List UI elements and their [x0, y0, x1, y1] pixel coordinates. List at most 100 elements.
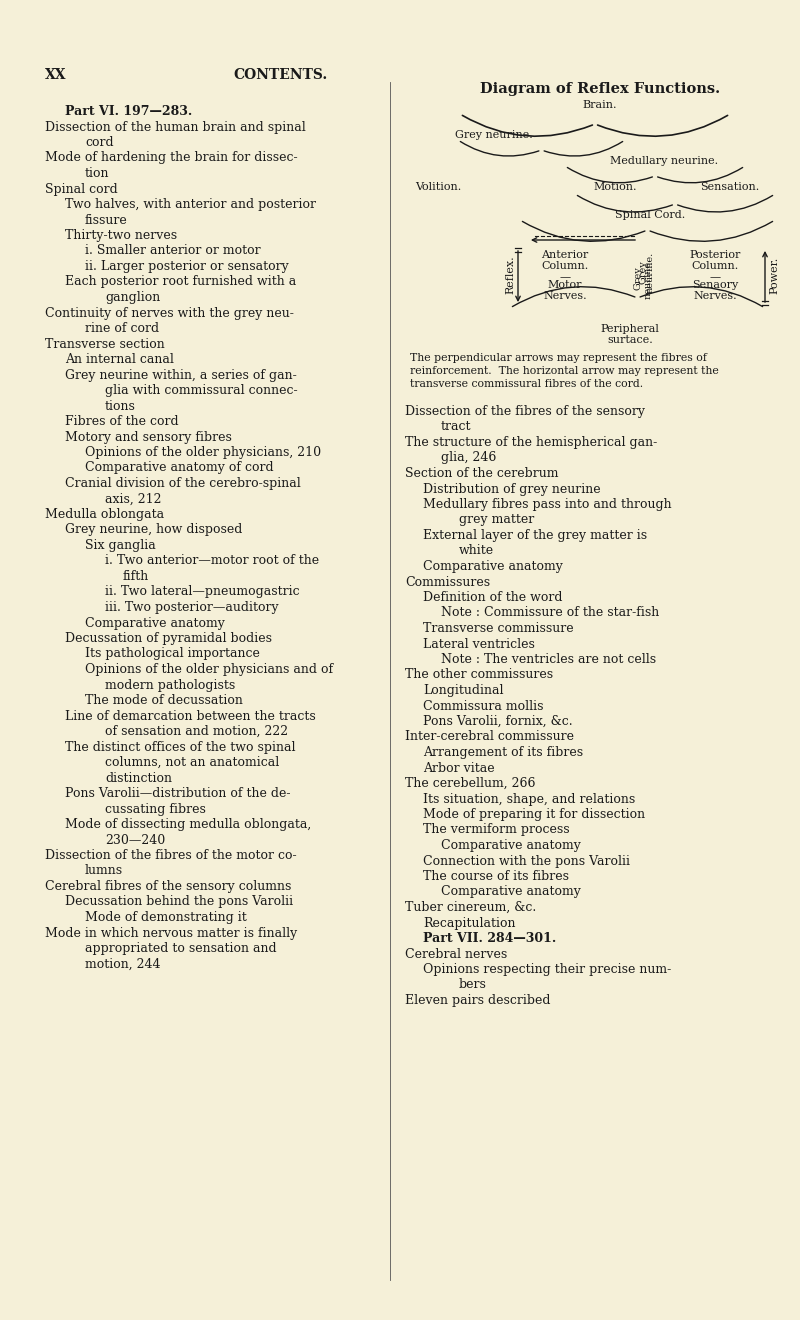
- Text: —: —: [710, 272, 721, 282]
- Text: Grey neurine within, a series of gan-: Grey neurine within, a series of gan-: [65, 368, 297, 381]
- Text: fissure: fissure: [85, 214, 128, 227]
- Text: Nerves.: Nerves.: [693, 290, 737, 301]
- Text: Arbor vitae: Arbor vitae: [423, 762, 494, 775]
- Text: —: —: [559, 272, 570, 282]
- Text: columns, not an anatomical: columns, not an anatomical: [105, 756, 279, 770]
- Text: The perpendicular arrows may represent the fibres of
reinforcement.  The horizon: The perpendicular arrows may represent t…: [410, 352, 718, 389]
- Text: Its situation, shape, and relations: Its situation, shape, and relations: [423, 792, 635, 805]
- Text: Posterior: Posterior: [690, 249, 741, 260]
- Text: Commissures: Commissures: [405, 576, 490, 589]
- Text: Six ganglia: Six ganglia: [85, 539, 156, 552]
- Text: Column.: Column.: [542, 261, 589, 271]
- Text: ii. Two lateral—pneumogastric: ii. Two lateral—pneumogastric: [105, 586, 300, 598]
- Text: Comparative anatomy: Comparative anatomy: [441, 886, 581, 899]
- Text: Pons Varolii, fornix, &c.: Pons Varolii, fornix, &c.: [423, 715, 573, 729]
- Text: Reflex.: Reflex.: [505, 256, 515, 294]
- Text: Transverse section: Transverse section: [45, 338, 165, 351]
- Text: The mode of decussation: The mode of decussation: [85, 694, 243, 708]
- Text: Opinions of the older physicians and of: Opinions of the older physicians and of: [85, 663, 333, 676]
- Text: Grey neurine.: Grey neurine.: [455, 129, 533, 140]
- Text: Part VI. 197—283.: Part VI. 197—283.: [65, 106, 192, 117]
- Text: tion: tion: [85, 168, 110, 180]
- Text: Part VII. 284—301.: Part VII. 284—301.: [423, 932, 556, 945]
- Text: The distinct offices of the two spinal: The distinct offices of the two spinal: [65, 741, 295, 754]
- Text: iii. Two posterior—auditory: iii. Two posterior—auditory: [105, 601, 278, 614]
- Text: Fibres of the cord: Fibres of the cord: [65, 414, 178, 428]
- Text: cord: cord: [85, 136, 114, 149]
- Text: motion, 244: motion, 244: [85, 957, 161, 970]
- Text: Opinions of the older physicians, 210: Opinions of the older physicians, 210: [85, 446, 321, 459]
- Text: fifth: fifth: [123, 570, 150, 583]
- Text: Its pathological importance: Its pathological importance: [85, 648, 260, 660]
- Text: Dissection of the fibres of the sensory: Dissection of the fibres of the sensory: [405, 405, 645, 418]
- Text: Two halves, with anterior and posterior: Two halves, with anterior and posterior: [65, 198, 316, 211]
- Text: Column.: Column.: [691, 261, 738, 271]
- Text: Definition of the word: Definition of the word: [423, 591, 562, 605]
- Text: Comparative anatomy: Comparative anatomy: [441, 840, 581, 851]
- Text: axis, 212: axis, 212: [105, 492, 162, 506]
- Text: bers: bers: [459, 978, 487, 991]
- Text: Cranial division of the cerebro-spinal: Cranial division of the cerebro-spinal: [65, 477, 301, 490]
- Text: Cerebral nerves: Cerebral nerves: [405, 948, 507, 961]
- Text: Sensation.: Sensation.: [700, 182, 760, 191]
- Text: Opinions respecting their precise num-: Opinions respecting their precise num-: [423, 964, 671, 975]
- Text: Lateral ventricles: Lateral ventricles: [423, 638, 535, 651]
- Text: Note : The ventricles are not cells: Note : The ventricles are not cells: [441, 653, 656, 667]
- Text: Nerves.: Nerves.: [543, 290, 587, 301]
- Text: Decussation of pyramidal bodies: Decussation of pyramidal bodies: [65, 632, 272, 645]
- Text: Comparative anatomy: Comparative anatomy: [423, 560, 563, 573]
- Text: Grey
neurine.: Grey neurine.: [634, 257, 653, 298]
- Text: lumns: lumns: [85, 865, 123, 878]
- Text: Medullary neurine.: Medullary neurine.: [610, 156, 718, 166]
- Text: Medulla oblongata: Medulla oblongata: [45, 508, 164, 521]
- Text: The vermiform process: The vermiform process: [423, 824, 570, 837]
- Text: distinction: distinction: [105, 771, 172, 784]
- Text: Pons Varolii—distribution of the de-: Pons Varolii—distribution of the de-: [65, 787, 290, 800]
- Text: Thirty-two nerves: Thirty-two nerves: [65, 228, 177, 242]
- Text: white: white: [459, 544, 494, 557]
- Text: Arrangement of its fibres: Arrangement of its fibres: [423, 746, 583, 759]
- Text: Motor: Motor: [548, 280, 582, 290]
- Text: Mode of demonstrating it: Mode of demonstrating it: [85, 911, 246, 924]
- Text: Motory and sensory fibres: Motory and sensory fibres: [65, 430, 232, 444]
- Text: The course of its fibres: The course of its fibres: [423, 870, 569, 883]
- Text: Motion.: Motion.: [594, 182, 637, 191]
- Text: Cerebral fibres of the sensory columns: Cerebral fibres of the sensory columns: [45, 880, 291, 894]
- Text: CONTENTS.: CONTENTS.: [233, 69, 327, 82]
- Text: Note : Commissure of the star-fish: Note : Commissure of the star-fish: [441, 606, 659, 619]
- Text: Inter-cerebral commissure: Inter-cerebral commissure: [405, 730, 574, 743]
- Text: Commissura mollis: Commissura mollis: [423, 700, 543, 713]
- Text: ganglion: ganglion: [105, 290, 160, 304]
- Text: glia with commissural connec-: glia with commissural connec-: [105, 384, 298, 397]
- Text: Medullary fibres pass into and through: Medullary fibres pass into and through: [423, 498, 672, 511]
- Text: i. Smaller anterior or motor: i. Smaller anterior or motor: [85, 244, 261, 257]
- Text: Mode in which nervous matter is finally: Mode in which nervous matter is finally: [45, 927, 298, 940]
- Text: An internal canal: An internal canal: [65, 352, 174, 366]
- Text: Eleven pairs described: Eleven pairs described: [405, 994, 550, 1007]
- Text: neurine.: neurine.: [646, 251, 654, 293]
- Text: Decussation behind the pons Varolii: Decussation behind the pons Varolii: [65, 895, 293, 908]
- Text: Grey: Grey: [638, 260, 647, 284]
- Text: Diagram of Reflex Functions.: Diagram of Reflex Functions.: [480, 82, 720, 96]
- Text: surtace.: surtace.: [607, 335, 653, 345]
- Text: Spinal cord: Spinal cord: [45, 182, 118, 195]
- Text: Power.: Power.: [769, 256, 779, 293]
- Text: appropriated to sensation and: appropriated to sensation and: [85, 942, 277, 954]
- Text: Senaory: Senaory: [692, 280, 738, 290]
- Text: The structure of the hemispherical gan-: The structure of the hemispherical gan-: [405, 436, 658, 449]
- Text: Transverse commissure: Transverse commissure: [423, 622, 574, 635]
- Text: Mode of hardening the brain for dissec-: Mode of hardening the brain for dissec-: [45, 152, 298, 165]
- Text: Mode of preparing it for dissection: Mode of preparing it for dissection: [423, 808, 645, 821]
- Text: ii. Larger posterior or sensatory: ii. Larger posterior or sensatory: [85, 260, 289, 273]
- Text: tions: tions: [105, 400, 136, 412]
- Text: Distribution of grey neurine: Distribution of grey neurine: [423, 483, 601, 495]
- Text: grey matter: grey matter: [459, 513, 534, 527]
- Text: Anterior: Anterior: [542, 249, 589, 260]
- Text: Dissection of the fibres of the motor co-: Dissection of the fibres of the motor co…: [45, 849, 297, 862]
- Text: tract: tract: [441, 421, 471, 433]
- Text: The other commissures: The other commissures: [405, 668, 553, 681]
- Text: Brain.: Brain.: [582, 100, 618, 110]
- Text: Line of demarcation between the tracts: Line of demarcation between the tracts: [65, 710, 316, 722]
- Text: XX: XX: [45, 69, 66, 82]
- Text: Comparative anatomy of cord: Comparative anatomy of cord: [85, 462, 274, 474]
